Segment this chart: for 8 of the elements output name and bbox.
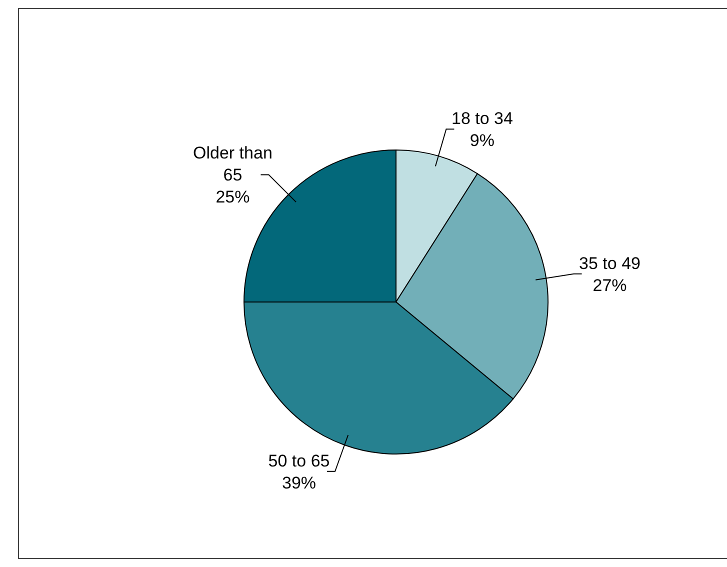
data-label: 9% bbox=[470, 131, 495, 150]
slice-label: 18 to 34 bbox=[451, 109, 513, 128]
slice-label: 35 to 49 bbox=[579, 254, 641, 273]
slice-label: 50 to 65 bbox=[268, 451, 330, 470]
data-label: 39% bbox=[282, 473, 316, 492]
data-label: 25% bbox=[216, 188, 250, 207]
data-label: 27% bbox=[592, 276, 627, 295]
slice-label: Older than 65 bbox=[193, 144, 272, 185]
